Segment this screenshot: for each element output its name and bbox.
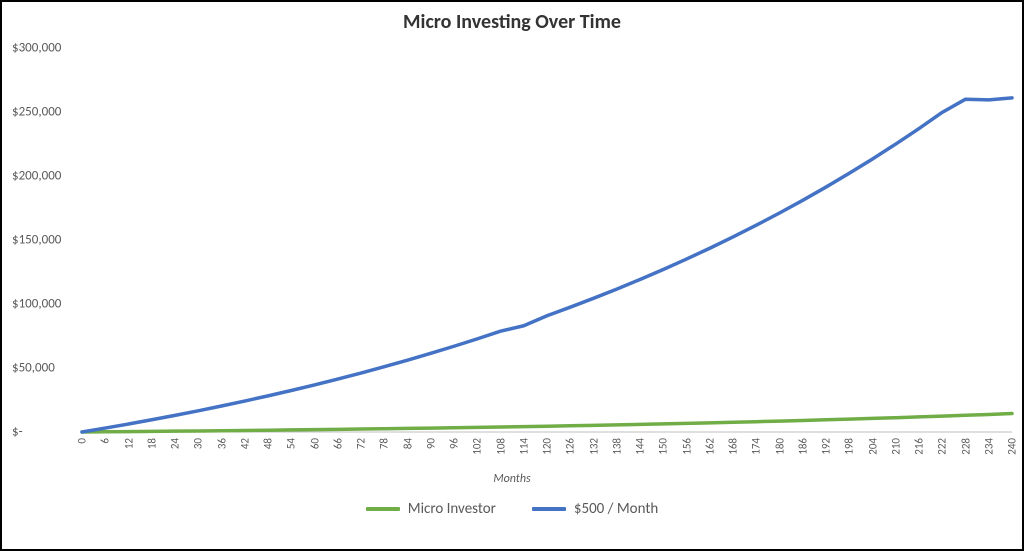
legend-label: $500 / Month <box>574 500 658 518</box>
x-tick-label: 36 <box>215 438 228 449</box>
x-tick-label: 228 <box>959 438 972 455</box>
x-tick-label: 144 <box>634 438 647 455</box>
x-tick-label: 216 <box>913 438 926 455</box>
x-tick-label: 84 <box>401 438 414 449</box>
x-tick-label: 156 <box>680 438 693 455</box>
x-tick-label: 198 <box>843 438 856 455</box>
x-tick-label: 72 <box>355 438 368 449</box>
x-tick-label: 120 <box>541 438 554 455</box>
x-tick-label: 240 <box>1006 438 1019 455</box>
x-tick-label: 126 <box>564 438 577 455</box>
x-tick-label: 18 <box>145 438 158 449</box>
x-tick-label: 138 <box>610 438 623 455</box>
x-tick-label: 24 <box>169 438 182 449</box>
x-tick-label: 210 <box>889 438 902 455</box>
legend-item: $500 / Month <box>532 500 658 518</box>
x-tick-label: 234 <box>982 438 995 455</box>
x-tick-label: 42 <box>238 438 251 449</box>
x-tick-label: 90 <box>424 438 437 449</box>
x-tick-label: 168 <box>727 438 740 455</box>
x-axis-title: Months <box>2 472 1022 486</box>
chart-frame: Micro Investing Over Time $-$50,000$100,… <box>0 0 1024 551</box>
x-tick-label: 30 <box>192 438 205 449</box>
legend-swatch <box>532 507 566 511</box>
x-tick-label: 96 <box>448 438 461 449</box>
x-tick-label: 6 <box>99 438 112 444</box>
legend-item: Micro Investor <box>366 500 496 518</box>
x-tick-label: 192 <box>820 438 833 455</box>
x-tick-label: 78 <box>378 438 391 449</box>
x-axis-labels: 0 6 12 18 24 30 36 42 48 54 60 66 72 78 84 90 96 102 108 11… <box>2 2 1022 549</box>
x-tick-label: 48 <box>262 438 275 449</box>
x-tick-label: 66 <box>331 438 344 449</box>
x-tick-label: 102 <box>471 438 484 455</box>
x-tick-label: 54 <box>285 438 298 449</box>
x-tick-label: 162 <box>703 438 716 455</box>
x-tick-label: 204 <box>866 438 879 455</box>
legend: Micro Investor $500 / Month <box>2 498 1022 518</box>
x-tick-label: 108 <box>494 438 507 455</box>
legend-swatch <box>366 507 400 511</box>
x-tick-label: 60 <box>308 438 321 449</box>
x-tick-label: 12 <box>122 438 135 449</box>
legend-label: Micro Investor <box>408 500 496 518</box>
x-tick-label: 150 <box>657 438 670 455</box>
x-tick-label: 222 <box>936 438 949 455</box>
x-tick-label: 132 <box>587 438 600 455</box>
x-tick-label: 174 <box>750 438 763 455</box>
x-tick-label: 0 <box>76 438 89 444</box>
x-tick-label: 180 <box>773 438 786 455</box>
x-tick-label: 186 <box>796 438 809 455</box>
x-tick-label: 114 <box>517 438 530 455</box>
